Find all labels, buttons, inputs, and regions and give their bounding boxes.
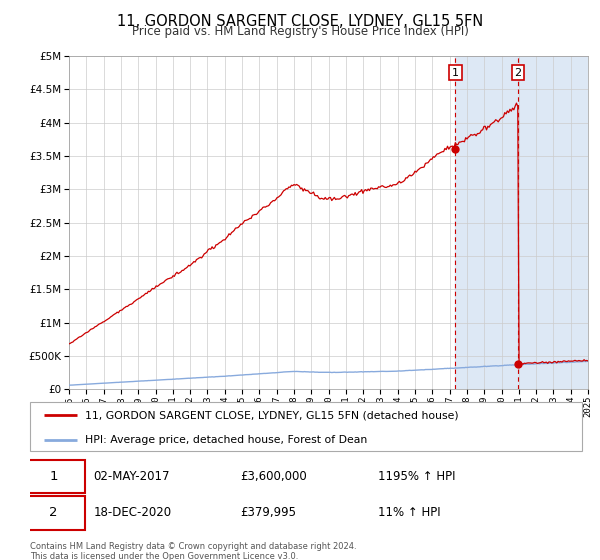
Text: 1: 1	[452, 68, 459, 78]
Text: 11% ↑ HPI: 11% ↑ HPI	[378, 506, 440, 520]
Text: 1195% ↑ HPI: 1195% ↑ HPI	[378, 470, 455, 483]
Text: 11, GORDON SARGENT CLOSE, LYDNEY, GL15 5FN: 11, GORDON SARGENT CLOSE, LYDNEY, GL15 5…	[117, 14, 483, 29]
Text: Contains HM Land Registry data © Crown copyright and database right 2024.
This d: Contains HM Land Registry data © Crown c…	[30, 542, 356, 560]
Text: HPI: Average price, detached house, Forest of Dean: HPI: Average price, detached house, Fore…	[85, 435, 367, 445]
Text: Price paid vs. HM Land Registry's House Price Index (HPI): Price paid vs. HM Land Registry's House …	[131, 25, 469, 38]
Text: 02-MAY-2017: 02-MAY-2017	[94, 470, 170, 483]
Text: 1: 1	[49, 470, 58, 483]
Text: 11, GORDON SARGENT CLOSE, LYDNEY, GL15 5FN (detached house): 11, GORDON SARGENT CLOSE, LYDNEY, GL15 5…	[85, 410, 459, 421]
Text: £3,600,000: £3,600,000	[240, 470, 307, 483]
Text: 18-DEC-2020: 18-DEC-2020	[94, 506, 172, 520]
Text: 2: 2	[515, 68, 521, 78]
Text: 2: 2	[49, 506, 58, 520]
FancyBboxPatch shape	[30, 402, 582, 451]
Text: £379,995: £379,995	[240, 506, 296, 520]
FancyBboxPatch shape	[22, 460, 85, 493]
FancyBboxPatch shape	[22, 496, 85, 530]
Bar	[455, 56, 518, 389]
Bar	[518, 56, 588, 389]
